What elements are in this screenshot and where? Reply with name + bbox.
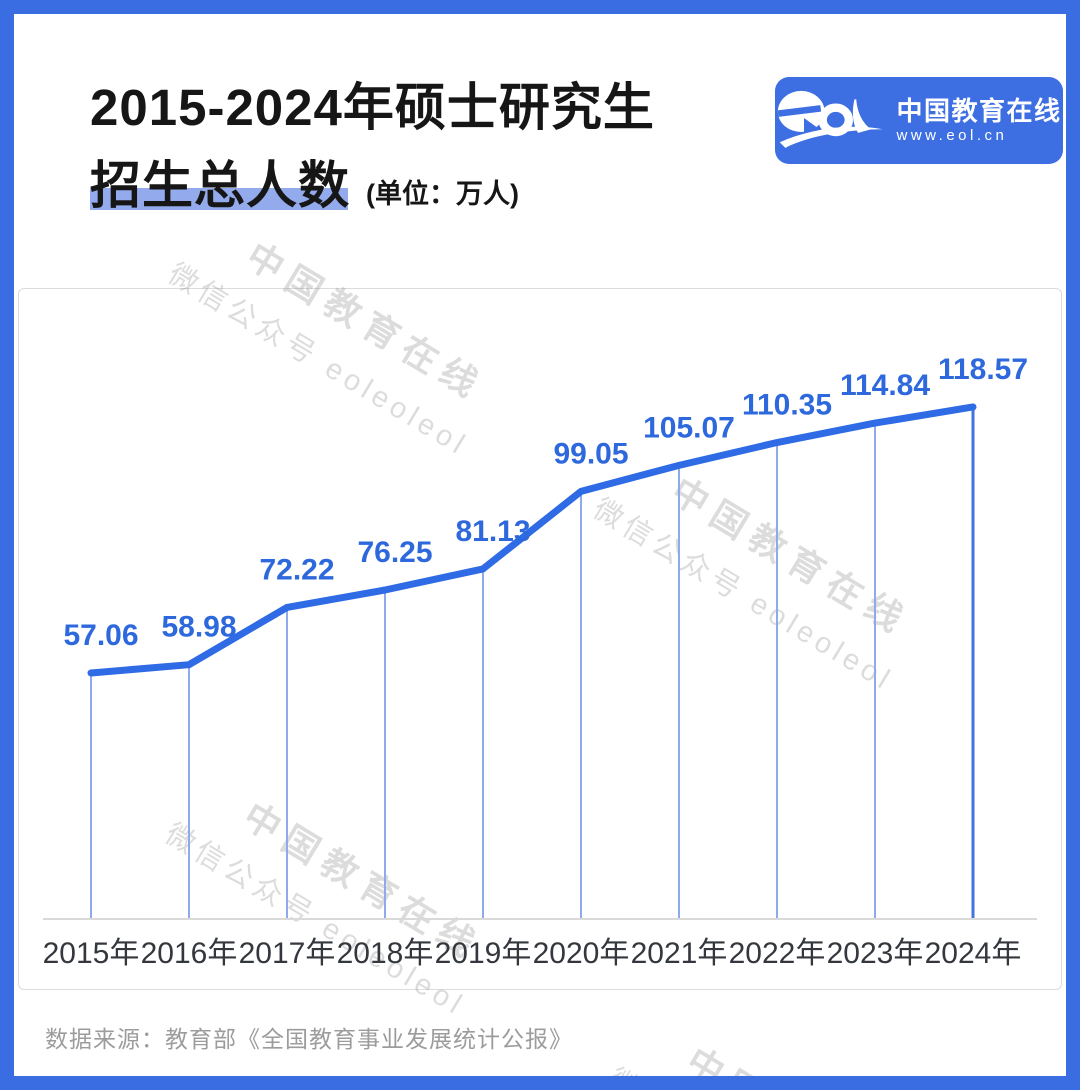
unit-label: (单位：万人) xyxy=(366,178,519,209)
value-label: 114.84 xyxy=(840,369,930,402)
chart-svg: 57.06 58.98 72.22 76.25 81.13 99.05 105.07110.… xyxy=(43,353,1037,970)
logo-site-url: www.eol.cn xyxy=(896,127,1008,145)
data-line xyxy=(87,403,977,677)
value-label: 57.06 xyxy=(63,619,138,652)
x-tick-label: 2017年 xyxy=(239,937,336,970)
x-tick-label: 2024年 xyxy=(925,937,1022,970)
x-tick-label: 2019年 xyxy=(435,937,532,970)
value-label: 118.57 xyxy=(938,353,1028,386)
value-label: 110.35 xyxy=(742,389,832,422)
x-tick-label: 2023年 xyxy=(827,937,924,970)
x-tick-label: 2015年 xyxy=(43,937,140,970)
value-label: 81.13 xyxy=(455,515,530,548)
data-source-note: 数据来源：教育部《全国教育事业发展统计公报》 xyxy=(45,1026,573,1052)
value-label: 105.07 xyxy=(643,411,735,444)
watermark-line1: 中国教育在线 xyxy=(678,1033,950,1090)
watermark-line2: 微信公众号 eoleoleol xyxy=(601,1056,918,1090)
x-tick-label: 2022年 xyxy=(729,937,826,970)
page-title-line2-row: 招生总人数 (单位：万人) xyxy=(90,144,655,218)
x-tick-label: 2018年 xyxy=(337,937,434,970)
watermark: 中国教育在线 微信公众号 eoleoleol xyxy=(601,1003,950,1090)
eol-logo-badge: 中国教育在线 www.eol.cn xyxy=(775,77,1063,164)
value-label: 72.22 xyxy=(259,553,334,586)
x-tick-label: 2020年 xyxy=(533,937,630,970)
x-tick-label: 2016年 xyxy=(141,937,238,970)
value-label: 58.98 xyxy=(161,611,236,644)
title-block: 2015-2024年硕士研究生 招生总人数 (单位：万人) xyxy=(90,76,655,218)
x-tick-label: 2021年 xyxy=(631,937,728,970)
value-label: 76.25 xyxy=(357,536,432,569)
page-title-line1: 2015-2024年硕士研究生 xyxy=(90,79,655,136)
page-title-line2: 招生总人数 xyxy=(90,156,351,214)
value-label: 99.05 xyxy=(553,437,628,470)
logo-text: 中国教育在线 www.eol.cn xyxy=(896,97,1061,145)
title-highlight-bar xyxy=(90,187,348,210)
eol-logo-icon xyxy=(776,80,888,161)
chart-card xyxy=(18,288,1062,990)
logo-site-name: 中国教育在线 xyxy=(896,95,1062,126)
